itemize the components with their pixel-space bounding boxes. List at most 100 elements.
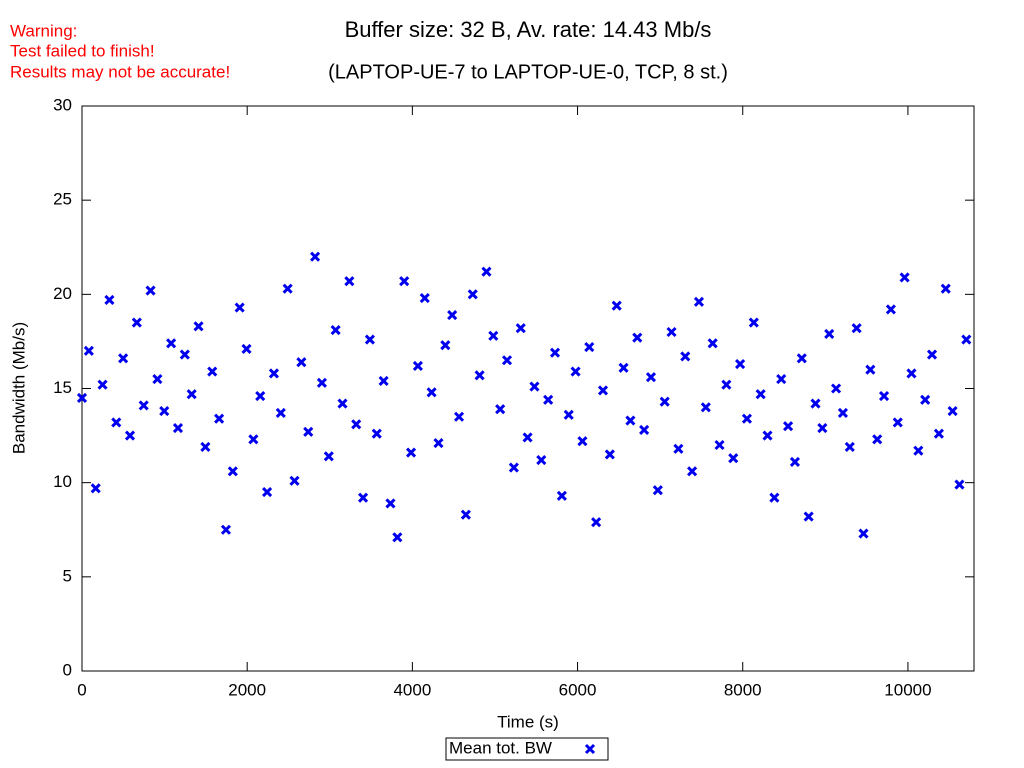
data-point	[447, 309, 458, 321]
warning-line: Test failed to finish!	[10, 41, 155, 60]
data-point	[597, 385, 609, 396]
data-point	[90, 483, 101, 494]
data-point	[159, 406, 170, 417]
legend-label: Mean tot. BW	[449, 738, 552, 757]
data-point	[495, 404, 506, 415]
data-point	[632, 332, 643, 343]
y-axis-label: Bandwidth (Mb/s)	[9, 322, 28, 454]
data-point	[872, 434, 883, 445]
data-point	[885, 304, 896, 315]
data-point	[83, 345, 94, 356]
data-point	[385, 498, 396, 509]
data-point	[947, 406, 958, 417]
data-point	[364, 334, 375, 345]
data-point	[104, 294, 115, 306]
warning-line: Results may not be accurate!	[10, 62, 230, 81]
data-point	[831, 383, 842, 394]
data-point	[906, 368, 917, 379]
x-tick-label: 10000	[884, 680, 931, 699]
x-tick-label: 8000	[724, 680, 762, 699]
data-point	[515, 323, 526, 334]
data-point	[207, 366, 218, 377]
x-tick-label: 4000	[393, 680, 431, 699]
data-point	[474, 370, 485, 381]
data-point	[179, 349, 190, 360]
data-point	[508, 462, 519, 473]
data-point	[748, 317, 759, 328]
data-point	[645, 372, 657, 383]
data-point	[138, 400, 149, 411]
data-point	[337, 398, 348, 409]
data-point	[145, 285, 156, 296]
data-point	[351, 419, 362, 430]
data-point	[803, 511, 814, 522]
data-point	[687, 466, 698, 477]
data-point	[111, 417, 122, 428]
data-point	[268, 368, 280, 379]
data-point	[399, 276, 410, 287]
data-point	[227, 466, 238, 477]
data-point	[707, 338, 718, 349]
data-point	[460, 509, 471, 520]
data-point	[817, 422, 828, 434]
data-point	[851, 323, 862, 334]
data-point	[186, 389, 197, 400]
data-point	[611, 300, 622, 311]
data-point	[577, 436, 588, 447]
data-point	[172, 422, 184, 434]
data-point	[214, 413, 225, 424]
data-point	[776, 374, 787, 385]
data-point	[234, 302, 245, 313]
data-point	[433, 438, 444, 449]
data-point	[488, 330, 499, 341]
data-point	[344, 276, 355, 287]
data-point	[741, 413, 753, 424]
data-point	[419, 293, 430, 304]
data-point	[248, 434, 259, 445]
data-point	[913, 445, 924, 456]
data-point	[310, 251, 321, 262]
x-tick-label: 6000	[559, 680, 597, 699]
legend-symbol	[584, 743, 596, 755]
data-point	[735, 358, 746, 370]
data-point	[124, 430, 136, 441]
data-point	[666, 326, 677, 338]
data-point	[639, 424, 650, 435]
data-point	[810, 398, 821, 409]
data-point	[529, 381, 540, 392]
data-point	[920, 394, 931, 405]
data-point	[440, 340, 451, 351]
data-point	[536, 455, 547, 466]
data-point	[961, 334, 972, 345]
data-point	[392, 532, 403, 543]
data-point	[604, 449, 615, 460]
data-point	[97, 379, 108, 390]
data-point	[522, 432, 533, 443]
data-point	[796, 353, 807, 364]
x-tick-label: 0	[77, 680, 86, 699]
data-point	[371, 428, 382, 439]
data-point	[296, 357, 307, 368]
data-point	[303, 426, 314, 437]
data-point	[892, 417, 903, 428]
data-point	[618, 362, 629, 373]
data-point	[481, 266, 492, 277]
warning-line: Warning:	[10, 21, 77, 40]
x-axis-label: Time (s)	[497, 712, 559, 731]
data-point	[289, 475, 300, 486]
data-point	[844, 441, 855, 452]
data-point	[200, 441, 211, 452]
data-point	[858, 528, 869, 539]
data-point	[659, 396, 670, 407]
data-point	[220, 524, 232, 535]
data-point	[405, 447, 417, 458]
data-point	[625, 415, 636, 426]
x-tick-label: 2000	[228, 680, 266, 699]
y-tick-label: 5	[63, 566, 72, 585]
data-point	[262, 487, 273, 498]
data-point	[584, 342, 595, 353]
legend-box	[445, 737, 609, 761]
data-point	[789, 456, 800, 468]
data-point	[543, 394, 554, 405]
y-tick-label: 0	[63, 660, 72, 679]
